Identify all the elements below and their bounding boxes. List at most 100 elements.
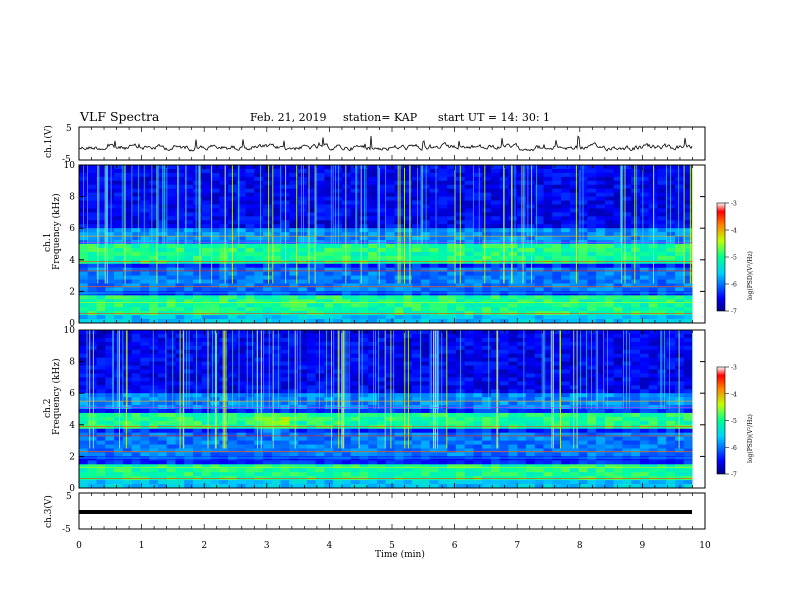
spectrogram-cell [157, 401, 168, 406]
spectrogram-cell [569, 401, 579, 406]
spectrogram-cell [639, 357, 650, 362]
spectrogram-cell [447, 361, 457, 366]
spectrogram-cell [412, 420, 422, 426]
spectrogram-cell [306, 357, 317, 362]
spectrogram-cell [631, 345, 641, 351]
spectrogram-cell [525, 208, 536, 213]
spectrogram-cell [508, 295, 518, 300]
spectrogram-cell [289, 381, 299, 386]
spectrogram-cell [87, 365, 97, 370]
spectrogram-cell [114, 228, 124, 233]
spectrogram-cell [490, 337, 501, 343]
spectrogram-cell [254, 436, 264, 441]
spectrogram-cell [674, 291, 685, 296]
spectrogram-cell [289, 361, 299, 366]
spectrogram-cell [394, 315, 404, 320]
spectrogram-cell [385, 188, 395, 194]
spectrogram-cell [271, 247, 281, 253]
spectrogram-cell [350, 271, 360, 276]
spectrogram-cell [210, 180, 220, 186]
spectrogram-cell [341, 333, 352, 339]
spectrogram-cell [525, 172, 536, 178]
spectrogram-cell [429, 303, 439, 308]
spectrogram-cell [631, 279, 641, 284]
spectrogram-cell [289, 345, 299, 351]
spectrogram-cell [412, 412, 422, 418]
spectrogram-cell [315, 212, 325, 217]
spectrogram-cell [219, 259, 229, 265]
spectrogram-cell [236, 341, 246, 347]
spectrogram-cell [412, 397, 422, 402]
spectrogram-cell [482, 330, 492, 335]
spectrogram-cell [192, 224, 203, 229]
spectrogram-cell [298, 216, 308, 221]
spectrogram-cell [613, 357, 623, 362]
spectrogram-cell [438, 401, 448, 406]
spectrogram-cell [394, 428, 404, 434]
spectrogram-cell [263, 416, 273, 422]
spectrogram-cell [596, 299, 606, 304]
spectrogram-cell [324, 412, 334, 418]
spectrogram-cell [596, 397, 606, 402]
spectrogram-cell [631, 333, 641, 339]
spectrogram-cell [534, 283, 544, 288]
spectrogram-cell [631, 330, 641, 335]
spectrogram-cell [236, 184, 246, 190]
spectrogram-cell [114, 349, 124, 355]
spectrogram-cell [403, 401, 413, 406]
spectrogram-cell [368, 180, 378, 186]
spectrogram-cell [306, 275, 317, 280]
spectrogram-cell [543, 168, 553, 174]
spectrogram-cell [596, 353, 606, 359]
spectrogram-cell [517, 165, 527, 170]
spectrogram-cell [271, 337, 281, 343]
spectrogram-cell [473, 192, 483, 197]
spectrogram-cell [219, 299, 229, 304]
spectrogram-cell [376, 224, 387, 229]
spectrogram-cell [490, 353, 501, 359]
spectrogram-cell [490, 428, 501, 434]
spectrogram-cell [517, 212, 527, 217]
spectrogram-cell [324, 236, 334, 241]
spectrogram-cell [236, 168, 246, 174]
spectrogram-cell [149, 330, 159, 335]
spectrogram-cell [412, 373, 422, 378]
spectrogram-cell [464, 428, 474, 434]
spectrogram-cell [613, 412, 623, 418]
spectrogram-cell [403, 263, 413, 269]
spectrogram-cell [131, 361, 141, 366]
spectrogram-cell [350, 333, 360, 339]
spectrogram-cell [604, 283, 614, 288]
spectrogram-cell [482, 267, 492, 273]
spectrogram-cell [192, 436, 203, 441]
spectrogram-cell [569, 267, 579, 273]
spectrogram-cell [561, 412, 571, 418]
spectrogram-cell [315, 349, 325, 355]
spectrogram-cell [149, 200, 159, 205]
spectrogram-cell [79, 295, 89, 300]
spectrogram-cell [122, 444, 132, 449]
spectrogram-cell [359, 373, 369, 378]
spectrogram-cell [341, 291, 352, 296]
spectrogram-cell [552, 263, 562, 269]
spectrogram-cell [236, 192, 246, 197]
spectrogram-cell [350, 283, 360, 288]
spectrogram-cell [289, 307, 299, 312]
spectrogram-cell [622, 361, 632, 366]
spectrogram-cell [254, 287, 264, 292]
spectrogram-cell [385, 357, 395, 362]
spectrogram-cell [192, 208, 203, 213]
spectrogram-cell [499, 345, 509, 351]
spectrogram-cell [350, 424, 360, 430]
spectrogram-cell [604, 216, 614, 221]
spectrogram-cell [359, 192, 369, 197]
spectrogram-cell [175, 267, 185, 273]
spectrogram-cell [192, 180, 203, 186]
spectrogram-cell [271, 220, 281, 225]
spectrogram-cell [587, 232, 597, 237]
spectrogram-cell [333, 188, 343, 194]
spectrogram-cell [306, 192, 317, 197]
spectrogram-cell [534, 428, 544, 434]
spectrogram-cell [350, 259, 360, 265]
spectrogram-cell [122, 295, 132, 300]
